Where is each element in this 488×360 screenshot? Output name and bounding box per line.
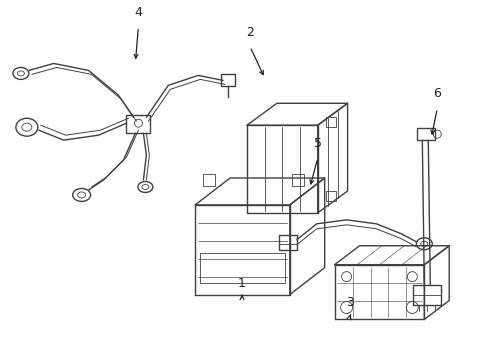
Bar bbox=[291, 174, 303, 186]
Bar bbox=[203, 174, 215, 186]
Bar bbox=[200, 253, 285, 283]
Text: 4: 4 bbox=[134, 6, 142, 19]
Bar bbox=[325, 117, 335, 127]
Bar bbox=[221, 75, 235, 86]
Bar bbox=[126, 115, 150, 133]
Bar bbox=[416, 128, 434, 140]
Text: 2: 2 bbox=[245, 26, 253, 39]
Text: 6: 6 bbox=[432, 87, 440, 100]
Bar bbox=[412, 285, 440, 305]
Bar bbox=[325, 192, 335, 201]
Bar bbox=[278, 235, 296, 250]
Text: 1: 1 bbox=[238, 276, 245, 289]
Text: 3: 3 bbox=[345, 297, 353, 310]
Text: 5: 5 bbox=[313, 137, 321, 150]
